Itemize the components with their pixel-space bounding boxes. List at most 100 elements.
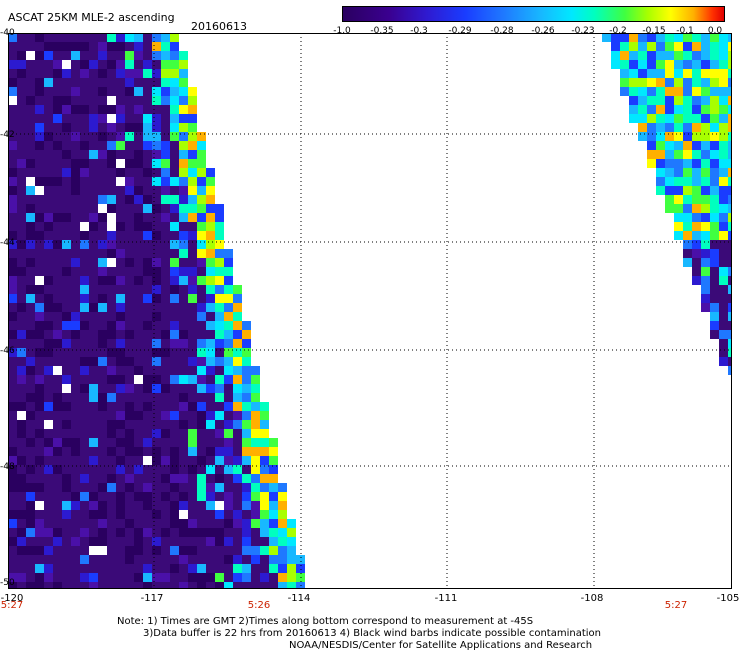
swath-cell: [44, 312, 53, 321]
swath-cell: [701, 159, 710, 168]
swath-cell: [80, 168, 89, 177]
swath-cell: [197, 375, 206, 384]
swath-cell: [134, 267, 143, 276]
swath-cell: [8, 438, 17, 447]
swath-cell: [197, 168, 206, 177]
swath-cell: [278, 573, 287, 582]
swath-cell: [161, 339, 170, 348]
swath-cell: [683, 231, 692, 240]
swath-cell: [80, 384, 89, 393]
swath-cell: [251, 555, 260, 564]
swath-cell: [44, 465, 53, 474]
swath-cell: [44, 483, 53, 492]
swath-cell: [260, 510, 269, 519]
swath-cell: [107, 249, 116, 258]
swath-cell: [647, 123, 656, 132]
swath-cell: [125, 573, 134, 582]
swath-cell: [152, 330, 161, 339]
swath-cell: [719, 42, 728, 51]
swath-cell: [728, 51, 732, 60]
swath-cell: [26, 357, 35, 366]
swath-cell: [107, 96, 116, 105]
swath-cell: [692, 42, 701, 51]
swath-cell: [116, 249, 125, 258]
swath-cell: [152, 384, 161, 393]
swath-cell: [701, 141, 710, 150]
swath-cell: [62, 330, 71, 339]
swath-cell: [683, 240, 692, 249]
swath-cell: [53, 348, 62, 357]
swath-cell: [8, 492, 17, 501]
swath-cell: [116, 501, 125, 510]
swath-cell: [44, 204, 53, 213]
colorbar-tick: -0.23: [571, 26, 595, 36]
swath-cell: [188, 546, 197, 555]
swath-cell: [233, 330, 242, 339]
swath-cell: [116, 330, 125, 339]
swath-cell: [719, 168, 728, 177]
swath-cell: [215, 537, 224, 546]
swath-cell: [62, 429, 71, 438]
swath-cell: [53, 330, 62, 339]
swath-cell: [89, 159, 98, 168]
swath-cell: [89, 456, 98, 465]
swath-cell: [143, 195, 152, 204]
swath-cell: [26, 393, 35, 402]
swath-cell: [269, 492, 278, 501]
swath-cell: [17, 78, 26, 87]
swath-cell: [44, 105, 53, 114]
swath-cell: [89, 411, 98, 420]
swath-cell: [134, 69, 143, 78]
swath-cell: [188, 294, 197, 303]
swath-cell: [107, 123, 116, 132]
swath-cell: [8, 105, 17, 114]
swath-cell: [161, 420, 170, 429]
swath-cell: [647, 141, 656, 150]
swath-cell: [224, 546, 233, 555]
swath-cell: [152, 249, 161, 258]
swath-cell: [98, 222, 107, 231]
swath-cell: [44, 33, 53, 42]
swath-cell: [206, 285, 215, 294]
swath-cell: [215, 330, 224, 339]
swath-cell: [161, 51, 170, 60]
swath-cell: [665, 123, 674, 132]
swath-cell: [188, 267, 197, 276]
swath-cell: [125, 366, 134, 375]
swath-cell: [179, 105, 188, 114]
swath-cell: [17, 474, 26, 483]
swath-cell: [17, 159, 26, 168]
swath-cell: [206, 348, 215, 357]
swath-cell: [143, 357, 152, 366]
swath-cell: [98, 249, 107, 258]
swath-cell: [233, 321, 242, 330]
swath-cell: [638, 78, 647, 87]
swath-cell: [143, 285, 152, 294]
swath-cell: [161, 330, 170, 339]
swath-cell: [188, 330, 197, 339]
swath-cell: [53, 96, 62, 105]
swath-cell: [170, 33, 179, 42]
swath-cell: [206, 519, 215, 528]
swath-cell: [143, 159, 152, 168]
swath-cell: [80, 222, 89, 231]
swath-cell: [188, 312, 197, 321]
swath-cell: [206, 510, 215, 519]
swath-cell: [674, 159, 683, 168]
swath-cell: [26, 213, 35, 222]
swath-cell: [269, 564, 278, 573]
swath-cell: [71, 528, 80, 537]
swath-cell: [89, 555, 98, 564]
swath-cell: [197, 564, 206, 573]
swath-cell: [71, 384, 80, 393]
swath-cell: [224, 456, 233, 465]
swath-cell: [71, 447, 80, 456]
swath-cell: [152, 528, 161, 537]
swath-cell: [188, 402, 197, 411]
swath-cell: [170, 501, 179, 510]
swath-cell: [152, 573, 161, 582]
swath-cell: [188, 276, 197, 285]
swath-cell: [98, 519, 107, 528]
swath-cell: [188, 123, 197, 132]
swath-cell: [719, 285, 728, 294]
